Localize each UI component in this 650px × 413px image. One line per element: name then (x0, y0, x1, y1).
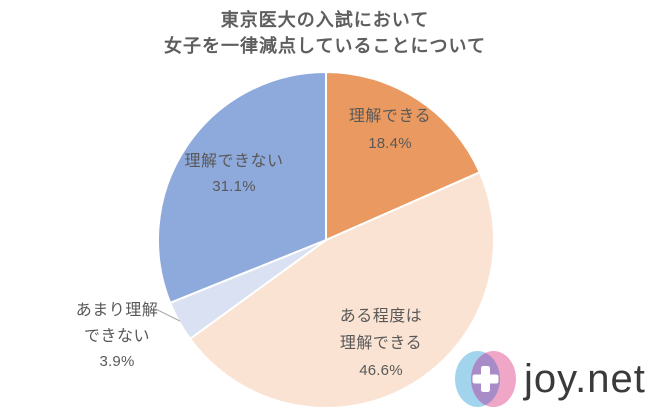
leader-line (155, 308, 181, 322)
slice-label-percent: 3.9% (99, 353, 135, 370)
pie-slice-0 (325, 71, 481, 241)
plus-icon (472, 366, 499, 392)
chart-title-line2: 女子を一律減点していることについて (164, 36, 486, 56)
slice-label-text: あまり理解 (75, 302, 159, 319)
slice-label-cannot-understand: 理解できない 31.1% (184, 149, 283, 199)
chart-title: 東京医大の入試において 女子を一律減点していることについて (0, 7, 650, 59)
slice-label-somewhat-understand: ある程度は 理解できる 46.6% (340, 303, 423, 384)
slice-label-text: 理解できる (339, 335, 423, 352)
joynet-logo: joy.net (453, 349, 646, 409)
pie-slices-group (157, 71, 495, 409)
slice-label-text: できない (83, 327, 151, 345)
pie-slice-1 (189, 171, 495, 409)
joynet-logo-mark (455, 351, 516, 407)
slice-label-text: 理解できる (348, 108, 432, 125)
chart-title-line1: 東京医大の入試において (220, 10, 430, 30)
slice-label-percent: 18.4% (368, 135, 412, 152)
slice-label-percent: 31.1% (212, 178, 256, 195)
slice-label-percent: 46.6% (359, 362, 403, 379)
pie-slice-3 (157, 71, 327, 304)
slice-label-hardly-understand: あまり理解 できない 3.9% (76, 298, 159, 375)
slice-label-text: 理解できない (184, 153, 284, 170)
joynet-logo-text: joy.net (524, 357, 646, 401)
slice-label-text: ある程度は (339, 308, 423, 325)
slice-label-understand: 理解できる 18.4% (349, 103, 431, 157)
